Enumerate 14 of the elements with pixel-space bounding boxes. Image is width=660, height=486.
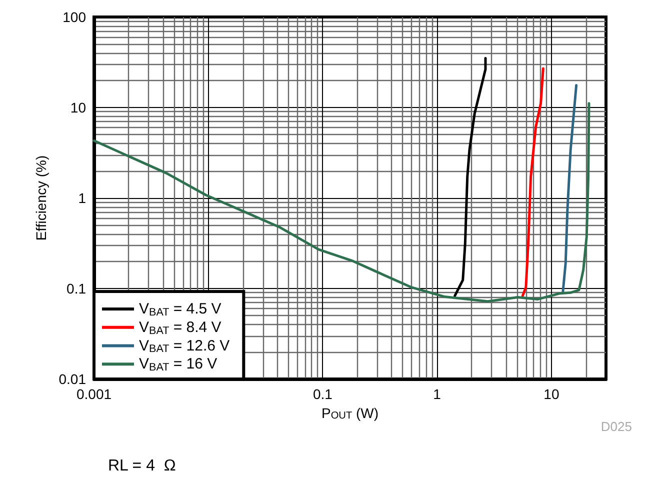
text: RL = 4 Ω [108, 458, 176, 474]
y-axis-title: Efficiency (%) [32, 155, 49, 241]
x-tick-label: 0.001 [76, 386, 112, 402]
x-tick-label: 0.1 [312, 386, 333, 402]
line-series [562, 84, 578, 294]
y-tick-label: 0.01 [58, 371, 86, 387]
line-series [521, 67, 544, 298]
text: D025 [600, 419, 632, 434]
x-tick-label: 1 [433, 386, 442, 402]
y-tick-label: 10 [70, 100, 86, 116]
y-tick-label: 0.1 [66, 280, 86, 296]
y-tick-label: 1 [78, 190, 86, 206]
y-tick-label: 100 [62, 9, 86, 25]
x-tick-label: 10 [544, 386, 560, 402]
